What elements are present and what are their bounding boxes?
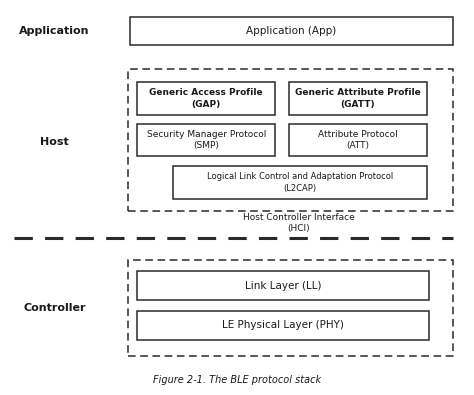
- Text: Logical Link Control and Adaptation Protocol
(L2CAP): Logical Link Control and Adaptation Prot…: [207, 172, 393, 193]
- FancyBboxPatch shape: [289, 124, 427, 156]
- Text: Host: Host: [40, 137, 69, 147]
- FancyBboxPatch shape: [137, 311, 429, 340]
- FancyBboxPatch shape: [137, 271, 429, 300]
- Text: Controller: Controller: [23, 303, 86, 313]
- Text: Application: Application: [19, 26, 90, 36]
- FancyBboxPatch shape: [289, 82, 427, 115]
- Text: Generic Access Profile
(GAP): Generic Access Profile (GAP): [149, 88, 263, 109]
- Text: LE Physical Layer (PHY): LE Physical Layer (PHY): [222, 320, 344, 330]
- Text: Attribute Protocol
(ATT): Attribute Protocol (ATT): [318, 130, 398, 150]
- FancyBboxPatch shape: [128, 69, 453, 211]
- Text: Application (App): Application (App): [246, 26, 337, 36]
- FancyBboxPatch shape: [128, 260, 453, 356]
- Text: Generic Attribute Profile
(GATT): Generic Attribute Profile (GATT): [295, 88, 421, 109]
- Text: Figure 2-1. The BLE protocol stack: Figure 2-1. The BLE protocol stack: [153, 375, 321, 385]
- Text: Host Controller Interface
(HCI): Host Controller Interface (HCI): [243, 213, 355, 233]
- FancyBboxPatch shape: [137, 82, 275, 115]
- FancyBboxPatch shape: [137, 124, 275, 156]
- Text: Link Layer (LL): Link Layer (LL): [245, 281, 321, 291]
- FancyBboxPatch shape: [130, 17, 453, 45]
- FancyBboxPatch shape: [173, 166, 427, 199]
- Text: Security Manager Protocol
(SMP): Security Manager Protocol (SMP): [146, 130, 266, 150]
